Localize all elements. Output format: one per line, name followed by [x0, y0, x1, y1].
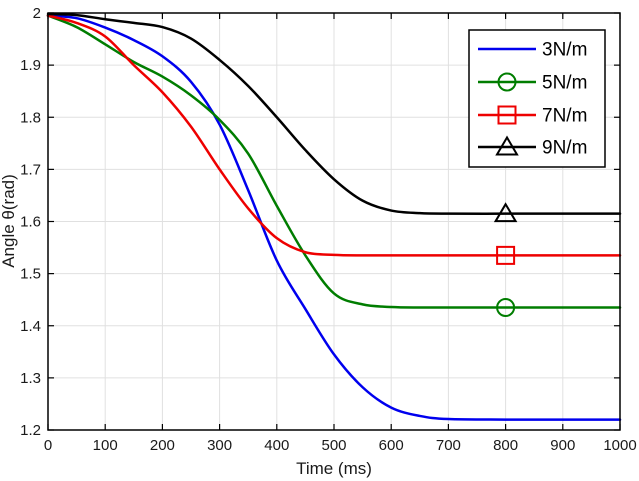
x-tick-label: 1000 — [603, 437, 636, 454]
y-tick-label: 1.8 — [20, 109, 41, 126]
x-tick-label: 400 — [264, 437, 289, 454]
legend-label: 9N/m — [542, 138, 587, 159]
x-axis-label: Time (ms) — [296, 459, 372, 478]
y-tick-label: 1.2 — [20, 422, 41, 439]
x-tick-label: 800 — [493, 437, 518, 454]
y-tick-label: 1.4 — [20, 318, 41, 335]
axes-box — [47, 12, 621, 431]
legend: 3N/m 5N/m 7N/m 9N/m — [468, 29, 606, 168]
legend-triangle-marker-icon — [495, 135, 519, 156]
y-tick-label: 1.6 — [20, 214, 41, 231]
x-tick-label: 900 — [550, 437, 575, 454]
x-tick-label: 100 — [93, 437, 118, 454]
legend-box — [468, 29, 606, 168]
data-series — [46, 12, 622, 421]
series-7n-m-curve — [46, 14, 622, 257]
series-9n-m-triangle-marker-icon — [493, 202, 518, 223]
y-tick-label: 1.5 — [20, 266, 41, 283]
series-7n-m-square-marker-icon — [496, 245, 516, 265]
legend-label: 7N/m — [542, 106, 587, 127]
legend-label: 5N/m — [542, 73, 587, 94]
y-axis-label: Angle θ(rad) — [0, 174, 18, 268]
x-tick-label: 0 — [44, 437, 52, 454]
y-tick-label: 1.3 — [20, 370, 41, 387]
legend-circle-marker-icon — [497, 72, 517, 92]
grid-lines — [48, 13, 620, 430]
series-9n-m-curve — [46, 12, 622, 215]
tick-labels: 0 100 200 300 400 500 600 700 800 900 1000 1.2 1.3 1.… — [20, 5, 637, 454]
x-tick-label: 500 — [321, 437, 346, 454]
series-5n-m-circle-marker-icon — [496, 298, 516, 318]
x-tick-label: 300 — [207, 437, 232, 454]
x-tick-label: 700 — [436, 437, 461, 454]
legend-label: 3N/m — [542, 40, 587, 61]
y-tick-label: 2 — [33, 5, 41, 22]
x-tick-label: 200 — [150, 437, 175, 454]
y-tick-label: 1.9 — [20, 57, 41, 74]
series-3n-m-curve — [46, 14, 622, 421]
legend-square-marker-icon — [497, 105, 517, 125]
y-tick-label: 1.7 — [20, 161, 41, 178]
series-5n-m-curve — [46, 14, 622, 309]
x-tick-label: 600 — [379, 437, 404, 454]
